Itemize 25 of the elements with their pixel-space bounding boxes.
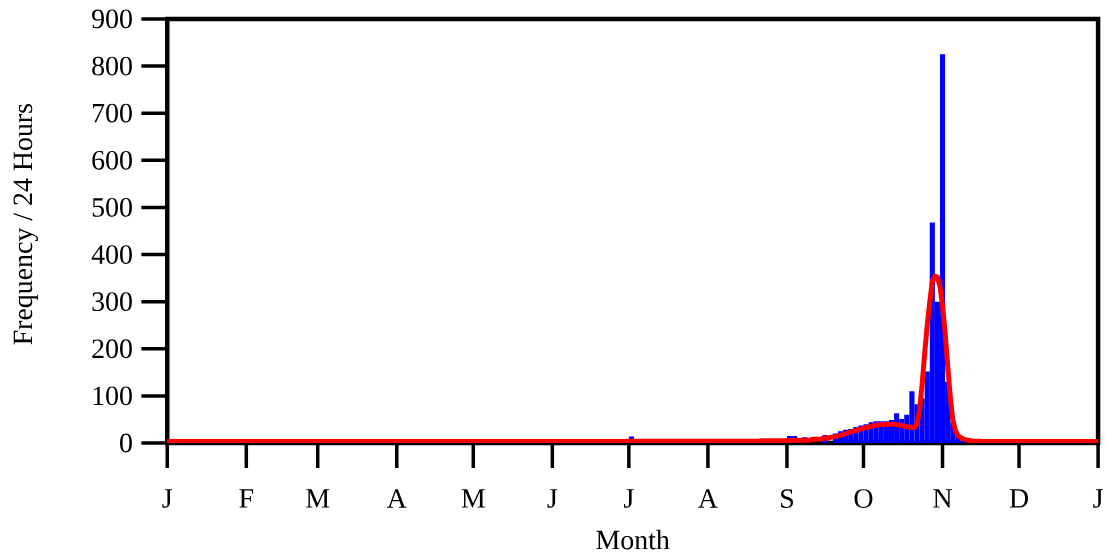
y-tick-label: 100: [93, 386, 132, 406]
x-tick-label: J: [547, 489, 558, 508]
y-axis-title: Frequency / 24 Hours: [13, 103, 39, 345]
x-tick-label: A: [698, 489, 718, 508]
y-tick-label: 700: [92, 103, 132, 123]
x-tick-label: D: [1009, 489, 1028, 508]
y-tick-label: 400: [91, 244, 132, 264]
y-tick-label: 800: [92, 56, 132, 76]
x-tick-label: O: [854, 489, 873, 508]
x-tick-label: M: [306, 489, 330, 508]
x-tick-label: J: [1093, 489, 1103, 508]
x-axis-title: Month: [596, 529, 670, 550]
y-tick-label: 900: [92, 9, 132, 29]
x-tick-label: M: [461, 489, 485, 508]
x-tick-label: N: [933, 489, 952, 508]
x-tick-label: S: [781, 489, 793, 508]
x-tick-label: J: [624, 489, 634, 508]
y-tick-label: 200: [92, 339, 132, 358]
x-tick-label: F: [239, 489, 254, 508]
y-tick-label: 500: [92, 197, 132, 217]
y-tick-label: 300: [92, 292, 132, 311]
y-tick-label: 600: [92, 150, 132, 170]
y-tick-label: 0: [120, 433, 132, 453]
x-tick-label: A: [386, 489, 407, 508]
x-tick-label: J: [162, 489, 173, 508]
